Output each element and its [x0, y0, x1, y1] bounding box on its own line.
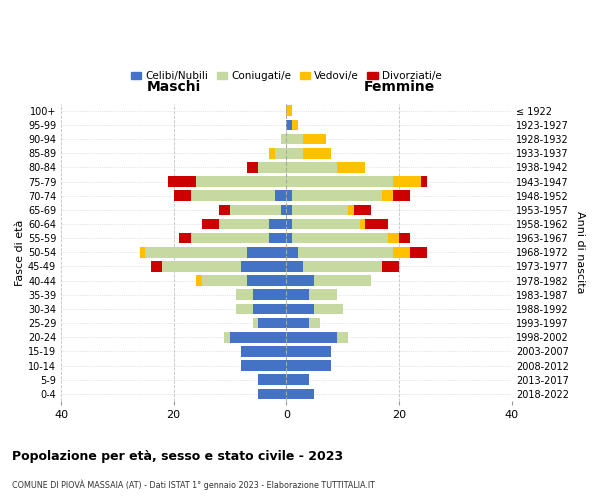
Bar [286, 388, 314, 399]
Bar [241, 261, 286, 272]
Text: Popolazione per età, sesso e stato civile - 2023: Popolazione per età, sesso e stato civil… [12, 450, 343, 463]
Bar [359, 218, 365, 230]
Bar [354, 204, 371, 215]
Bar [247, 247, 286, 258]
Bar [292, 233, 388, 243]
Bar [394, 176, 421, 187]
Bar [286, 346, 331, 356]
Bar [286, 233, 292, 243]
Text: COMUNE DI PIOVÀ MASSAIA (AT) - Dati ISTAT 1° gennaio 2023 - Elaborazione TUTTITA: COMUNE DI PIOVÀ MASSAIA (AT) - Dati ISTA… [12, 480, 375, 490]
Bar [303, 134, 326, 144]
Bar [219, 204, 230, 215]
Bar [281, 204, 286, 215]
Bar [286, 148, 303, 158]
Bar [253, 304, 286, 314]
Bar [286, 261, 303, 272]
Bar [286, 190, 292, 201]
Bar [163, 261, 241, 272]
Bar [173, 190, 191, 201]
Bar [382, 190, 394, 201]
Bar [236, 290, 253, 300]
Bar [286, 120, 292, 130]
Bar [253, 290, 286, 300]
Bar [286, 162, 337, 172]
Bar [269, 218, 286, 230]
Bar [241, 360, 286, 371]
Bar [236, 304, 253, 314]
Bar [421, 176, 427, 187]
Bar [314, 304, 343, 314]
Bar [292, 218, 359, 230]
Bar [269, 148, 275, 158]
Bar [292, 204, 348, 215]
Text: Maschi: Maschi [146, 80, 201, 94]
Bar [309, 318, 320, 328]
Bar [196, 276, 202, 286]
Bar [314, 276, 371, 286]
Bar [286, 134, 303, 144]
Bar [258, 374, 286, 385]
Bar [410, 247, 427, 258]
Bar [230, 204, 281, 215]
Bar [275, 148, 286, 158]
Bar [394, 247, 410, 258]
Bar [309, 290, 337, 300]
Bar [191, 190, 275, 201]
Bar [275, 190, 286, 201]
Bar [286, 176, 394, 187]
Bar [286, 106, 292, 116]
Bar [168, 176, 196, 187]
Bar [388, 233, 399, 243]
Bar [258, 162, 286, 172]
Legend: Celibi/Nubili, Coniugati/e, Vedovi/e, Divorziati/e: Celibi/Nubili, Coniugati/e, Vedovi/e, Di… [127, 68, 446, 86]
Bar [281, 134, 286, 144]
Bar [269, 233, 286, 243]
Bar [247, 276, 286, 286]
Bar [286, 304, 314, 314]
Bar [286, 290, 309, 300]
Bar [286, 374, 309, 385]
Bar [258, 318, 286, 328]
Bar [179, 233, 191, 243]
Bar [140, 247, 145, 258]
Bar [286, 247, 298, 258]
Bar [230, 332, 286, 342]
Bar [145, 247, 247, 258]
Bar [247, 162, 258, 172]
Bar [151, 261, 163, 272]
Bar [224, 332, 230, 342]
Bar [202, 276, 247, 286]
Bar [258, 388, 286, 399]
Bar [196, 176, 286, 187]
Bar [286, 332, 337, 342]
Text: Femmine: Femmine [364, 80, 434, 94]
Bar [202, 218, 219, 230]
Bar [286, 218, 292, 230]
Bar [241, 346, 286, 356]
Bar [382, 261, 399, 272]
Bar [348, 204, 354, 215]
Bar [219, 218, 269, 230]
Bar [303, 261, 382, 272]
Bar [286, 204, 292, 215]
Bar [337, 332, 348, 342]
Bar [292, 190, 382, 201]
Bar [365, 218, 388, 230]
Bar [286, 276, 314, 286]
Bar [399, 233, 410, 243]
Bar [394, 190, 410, 201]
Bar [286, 360, 331, 371]
Y-axis label: Fasce di età: Fasce di età [15, 219, 25, 286]
Y-axis label: Anni di nascita: Anni di nascita [575, 211, 585, 294]
Bar [292, 120, 298, 130]
Bar [286, 318, 309, 328]
Bar [298, 247, 394, 258]
Bar [191, 233, 269, 243]
Bar [253, 318, 258, 328]
Bar [303, 148, 331, 158]
Bar [337, 162, 365, 172]
